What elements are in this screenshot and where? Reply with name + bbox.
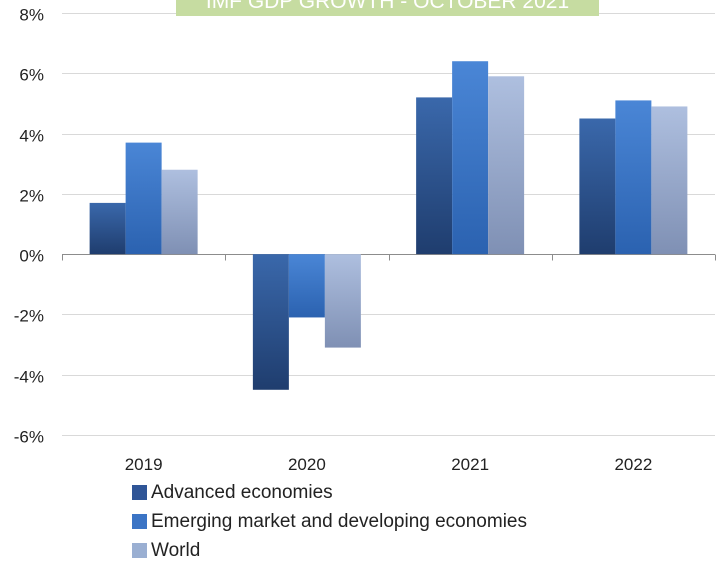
y-tick-label: -2% (14, 307, 44, 326)
bar-advanced-2019 (89, 202, 126, 255)
chart-title: IMF GDP GROWTH - OCTOBER 2021 (176, 0, 599, 16)
bar-advanced-2022 (579, 118, 616, 255)
x-tick-label: 2020 (288, 455, 326, 474)
bar-emerging-2021 (452, 61, 489, 255)
y-tick-label: 2% (19, 187, 44, 206)
y-tick-label: 0% (19, 247, 44, 266)
legend-swatch (132, 485, 147, 500)
y-tick-label: 8% (19, 6, 44, 25)
legend: Advanced economies Emerging market and d… (132, 478, 527, 565)
tick-labels: -6% -4% -2% 0% 2% 4% 6% 8% 2019 2020 2021 2022 (14, 6, 653, 475)
legend-item-world: World (132, 536, 527, 565)
y-tick-label: -6% (14, 428, 44, 447)
bars (89, 61, 688, 390)
bar-world-2020 (324, 254, 361, 348)
legend-swatch (132, 514, 147, 529)
bar-advanced-2021 (416, 97, 453, 255)
y-tick-label: 4% (19, 127, 44, 146)
bar-world-2021 (488, 76, 525, 255)
bar-emerging-2020 (288, 254, 325, 318)
legend-item-advanced: Advanced economies (132, 478, 527, 507)
x-tick-label: 2019 (125, 455, 163, 474)
legend-swatch (132, 543, 147, 558)
bar-advanced-2020 (252, 254, 289, 390)
x-tick-label: 2021 (451, 455, 489, 474)
legend-label: Emerging market and developing economies (151, 510, 527, 532)
y-tick-label: 6% (19, 66, 44, 85)
bar-world-2019 (161, 169, 198, 255)
axes (62, 254, 716, 261)
bar-emerging-2019 (125, 142, 162, 255)
bar-emerging-2022 (615, 100, 652, 255)
y-tick-label: -4% (14, 368, 44, 387)
legend-label: World (151, 539, 201, 561)
bar-world-2022 (651, 106, 688, 255)
x-tick-label: 2022 (614, 455, 652, 474)
legend-label: Advanced economies (151, 481, 333, 503)
legend-item-emerging: Emerging market and developing economies (132, 507, 527, 536)
